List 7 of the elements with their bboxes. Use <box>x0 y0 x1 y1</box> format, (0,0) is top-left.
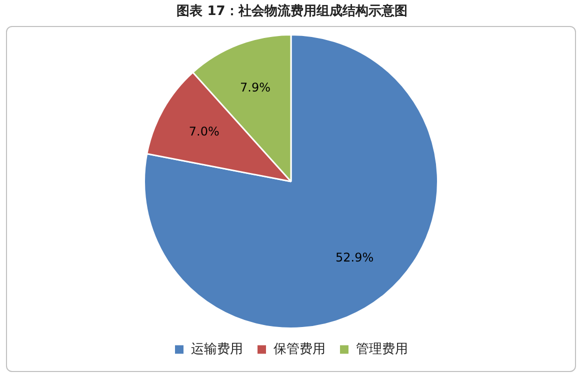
data-label: 52.9% <box>335 250 374 265</box>
data-label: 7.9% <box>240 80 271 94</box>
chart-title: 图表 17：社会物流费用组成结构示意图 <box>176 2 408 20</box>
legend-label: 管理费用 <box>356 342 408 357</box>
legend-label: 运输费用 <box>190 342 243 357</box>
legend-label: 保管费用 <box>273 342 326 357</box>
data-label: 7.0% <box>188 124 220 139</box>
